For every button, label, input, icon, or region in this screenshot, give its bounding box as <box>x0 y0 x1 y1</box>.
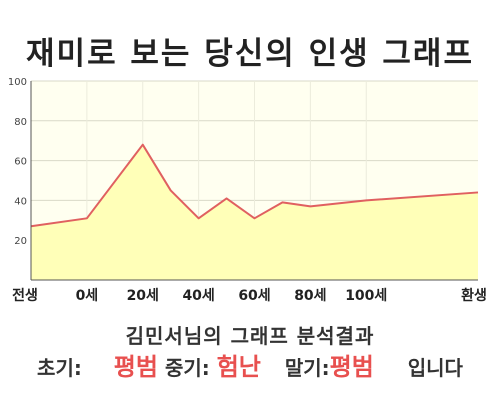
summary-headline: 김민서님의 그래프 분석결과 <box>125 324 375 348</box>
early-label: 초기: <box>37 356 82 380</box>
summary-result: 초기: 평범 중기: 험난 말기:평범 입니다 <box>0 347 500 382</box>
x-tick-label: 0세 <box>76 288 99 304</box>
x-tick-label: 60세 <box>238 288 270 304</box>
page-title: 재미로 보는 당신의 인생 그래프 <box>26 36 474 72</box>
x-tick-label: 80세 <box>294 288 326 304</box>
early-value: 평범 <box>113 353 158 381</box>
area-fill <box>31 144 478 280</box>
y-tick-label: 80 <box>14 117 27 128</box>
ending-text: 입니다 <box>407 356 463 380</box>
late-value: 평범 <box>329 353 374 381</box>
x-tick-label: 환생 <box>461 287 487 304</box>
x-tick-label: 100세 <box>345 288 387 304</box>
series-line <box>30 143 479 228</box>
late-label: 말기: <box>284 356 330 380</box>
y-tick-label: 60 <box>14 157 27 168</box>
middle-label: 중기: <box>164 356 210 380</box>
x-tick-label: 40세 <box>182 288 214 304</box>
x-tick-label: 20세 <box>127 288 159 304</box>
x-tick-label: 전생 <box>12 287 38 304</box>
y-tick-label: 20 <box>14 236 27 247</box>
middle-value: 험난 <box>216 353 261 381</box>
y-tick-label: 40 <box>14 196 27 207</box>
y-tick-label: 100 <box>8 77 27 88</box>
